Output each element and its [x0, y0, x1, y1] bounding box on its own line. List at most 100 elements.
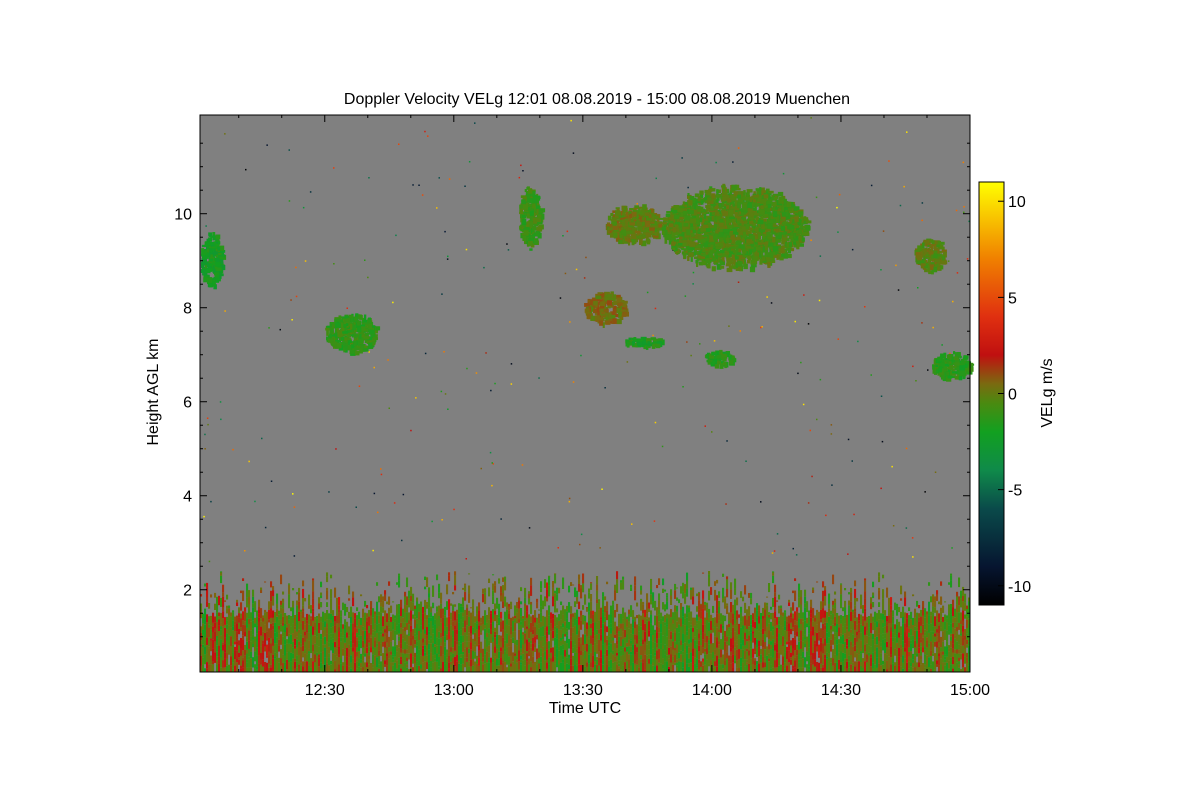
- noise-speckle: [870, 184, 873, 187]
- noise-speckle: [335, 448, 337, 450]
- y-tick-label: 4: [183, 489, 192, 506]
- noise-speckle: [932, 326, 934, 329]
- noise-speckle: [836, 206, 838, 209]
- colorbar-label: VELg m/s: [1039, 358, 1056, 427]
- noise-speckle: [819, 255, 822, 257]
- noise-speckle: [268, 327, 270, 329]
- noise-speckle: [810, 117, 812, 119]
- noise-speckle: [810, 239, 812, 241]
- noise-speckle: [440, 390, 443, 393]
- noise-speckle: [447, 408, 449, 410]
- noise-speckle: [492, 463, 494, 465]
- noise-speckle: [690, 354, 692, 357]
- noise-speckle: [951, 547, 953, 549]
- noise-speckle: [510, 383, 513, 385]
- noise-speckle: [292, 493, 294, 495]
- noise-speckle: [232, 448, 234, 451]
- noise-speckle: [766, 296, 768, 298]
- noise-speckle: [507, 249, 510, 251]
- noise-speckle: [903, 185, 905, 188]
- noise-speckle: [847, 438, 850, 441]
- noise-speckle: [261, 437, 263, 440]
- noise-speckle: [857, 340, 859, 343]
- noise-speckle: [892, 525, 895, 527]
- noise-speckle: [528, 527, 531, 529]
- noise-speckle: [207, 423, 209, 426]
- noise-speckle: [882, 230, 885, 232]
- noise-speckle: [838, 193, 841, 196]
- noise-speckle: [254, 500, 256, 503]
- boundary-layer-echoes: [200, 571, 971, 672]
- noise-speckle: [355, 506, 357, 508]
- noise-speckle: [599, 547, 601, 549]
- noise-speckle: [921, 202, 924, 204]
- noise-speckle: [825, 514, 827, 517]
- noise-speckle: [333, 167, 335, 169]
- noise-speckle: [955, 209, 958, 212]
- noise-speckle: [809, 429, 811, 432]
- noise-speckle: [415, 397, 417, 399]
- noise-speckle: [204, 448, 206, 450]
- x-tick-label: 14:00: [692, 682, 732, 699]
- noise-speckle: [373, 366, 375, 369]
- noise-speckle: [888, 160, 890, 162]
- noise-speckle: [431, 520, 433, 523]
- noise-speckle: [388, 407, 390, 409]
- noise-speckle: [500, 518, 502, 520]
- noise-speckle: [279, 328, 281, 331]
- noise-speckle: [792, 547, 794, 550]
- cloud-echo: [625, 336, 665, 350]
- noise-speckle: [891, 465, 893, 468]
- noise-speckle: [295, 266, 297, 269]
- noise-speckle: [205, 225, 207, 227]
- noise-speckle: [489, 451, 492, 454]
- noise-speckle: [368, 351, 370, 353]
- chart-title: Doppler Velocity VELg 12:01 08.08.2019 -…: [344, 91, 850, 108]
- noise-speckle: [770, 302, 773, 304]
- noise-speckle: [418, 184, 420, 186]
- noise-speckle: [410, 429, 412, 432]
- noise-speckle: [485, 352, 487, 354]
- colorbar-tick-label: -5: [1008, 483, 1022, 500]
- noise-speckle: [962, 161, 965, 164]
- noise-speckle: [203, 515, 205, 518]
- noise-speckle: [795, 554, 798, 556]
- noise-speckle: [380, 473, 383, 476]
- noise-speckle: [395, 234, 397, 237]
- noise-speckle: [941, 344, 943, 346]
- noise-speckle: [448, 178, 451, 180]
- noise-speckle: [760, 326, 762, 329]
- colorbar-tick-label: 5: [1008, 290, 1017, 307]
- cloud-echo: [704, 349, 737, 369]
- noise-speckle: [912, 365, 914, 368]
- noise-speckle: [897, 289, 900, 291]
- noise-speckle: [580, 533, 583, 536]
- noise-speckle: [713, 340, 716, 342]
- noise-speckle: [934, 471, 937, 473]
- noise-speckle: [921, 322, 923, 324]
- noise-speckle: [346, 307, 348, 309]
- noise-speckle: [760, 501, 762, 503]
- noise-speckle: [726, 440, 728, 442]
- noise-speckle: [288, 149, 290, 151]
- noise-speckle: [518, 176, 521, 179]
- noise-speckle: [453, 508, 455, 511]
- noise-speckle: [480, 467, 482, 470]
- noise-speckle: [963, 206, 965, 208]
- noise-speckle: [652, 334, 654, 337]
- x-tick-label: 13:30: [563, 682, 603, 699]
- noise-speckle: [264, 526, 267, 529]
- noise-speckle: [441, 293, 443, 295]
- noise-speckle: [895, 264, 897, 267]
- noise-speckle: [538, 377, 540, 379]
- noise-speckle: [692, 283, 694, 285]
- noise-speckle: [818, 299, 821, 302]
- noise-speckle: [847, 553, 849, 555]
- noise-speckle: [687, 186, 689, 189]
- noise-speckle: [510, 363, 513, 365]
- noise-speckle: [816, 418, 818, 421]
- noise-speckle: [745, 460, 747, 462]
- noise-speckle: [831, 484, 833, 486]
- noise-speckle: [483, 266, 485, 269]
- noise-speckle: [506, 243, 508, 245]
